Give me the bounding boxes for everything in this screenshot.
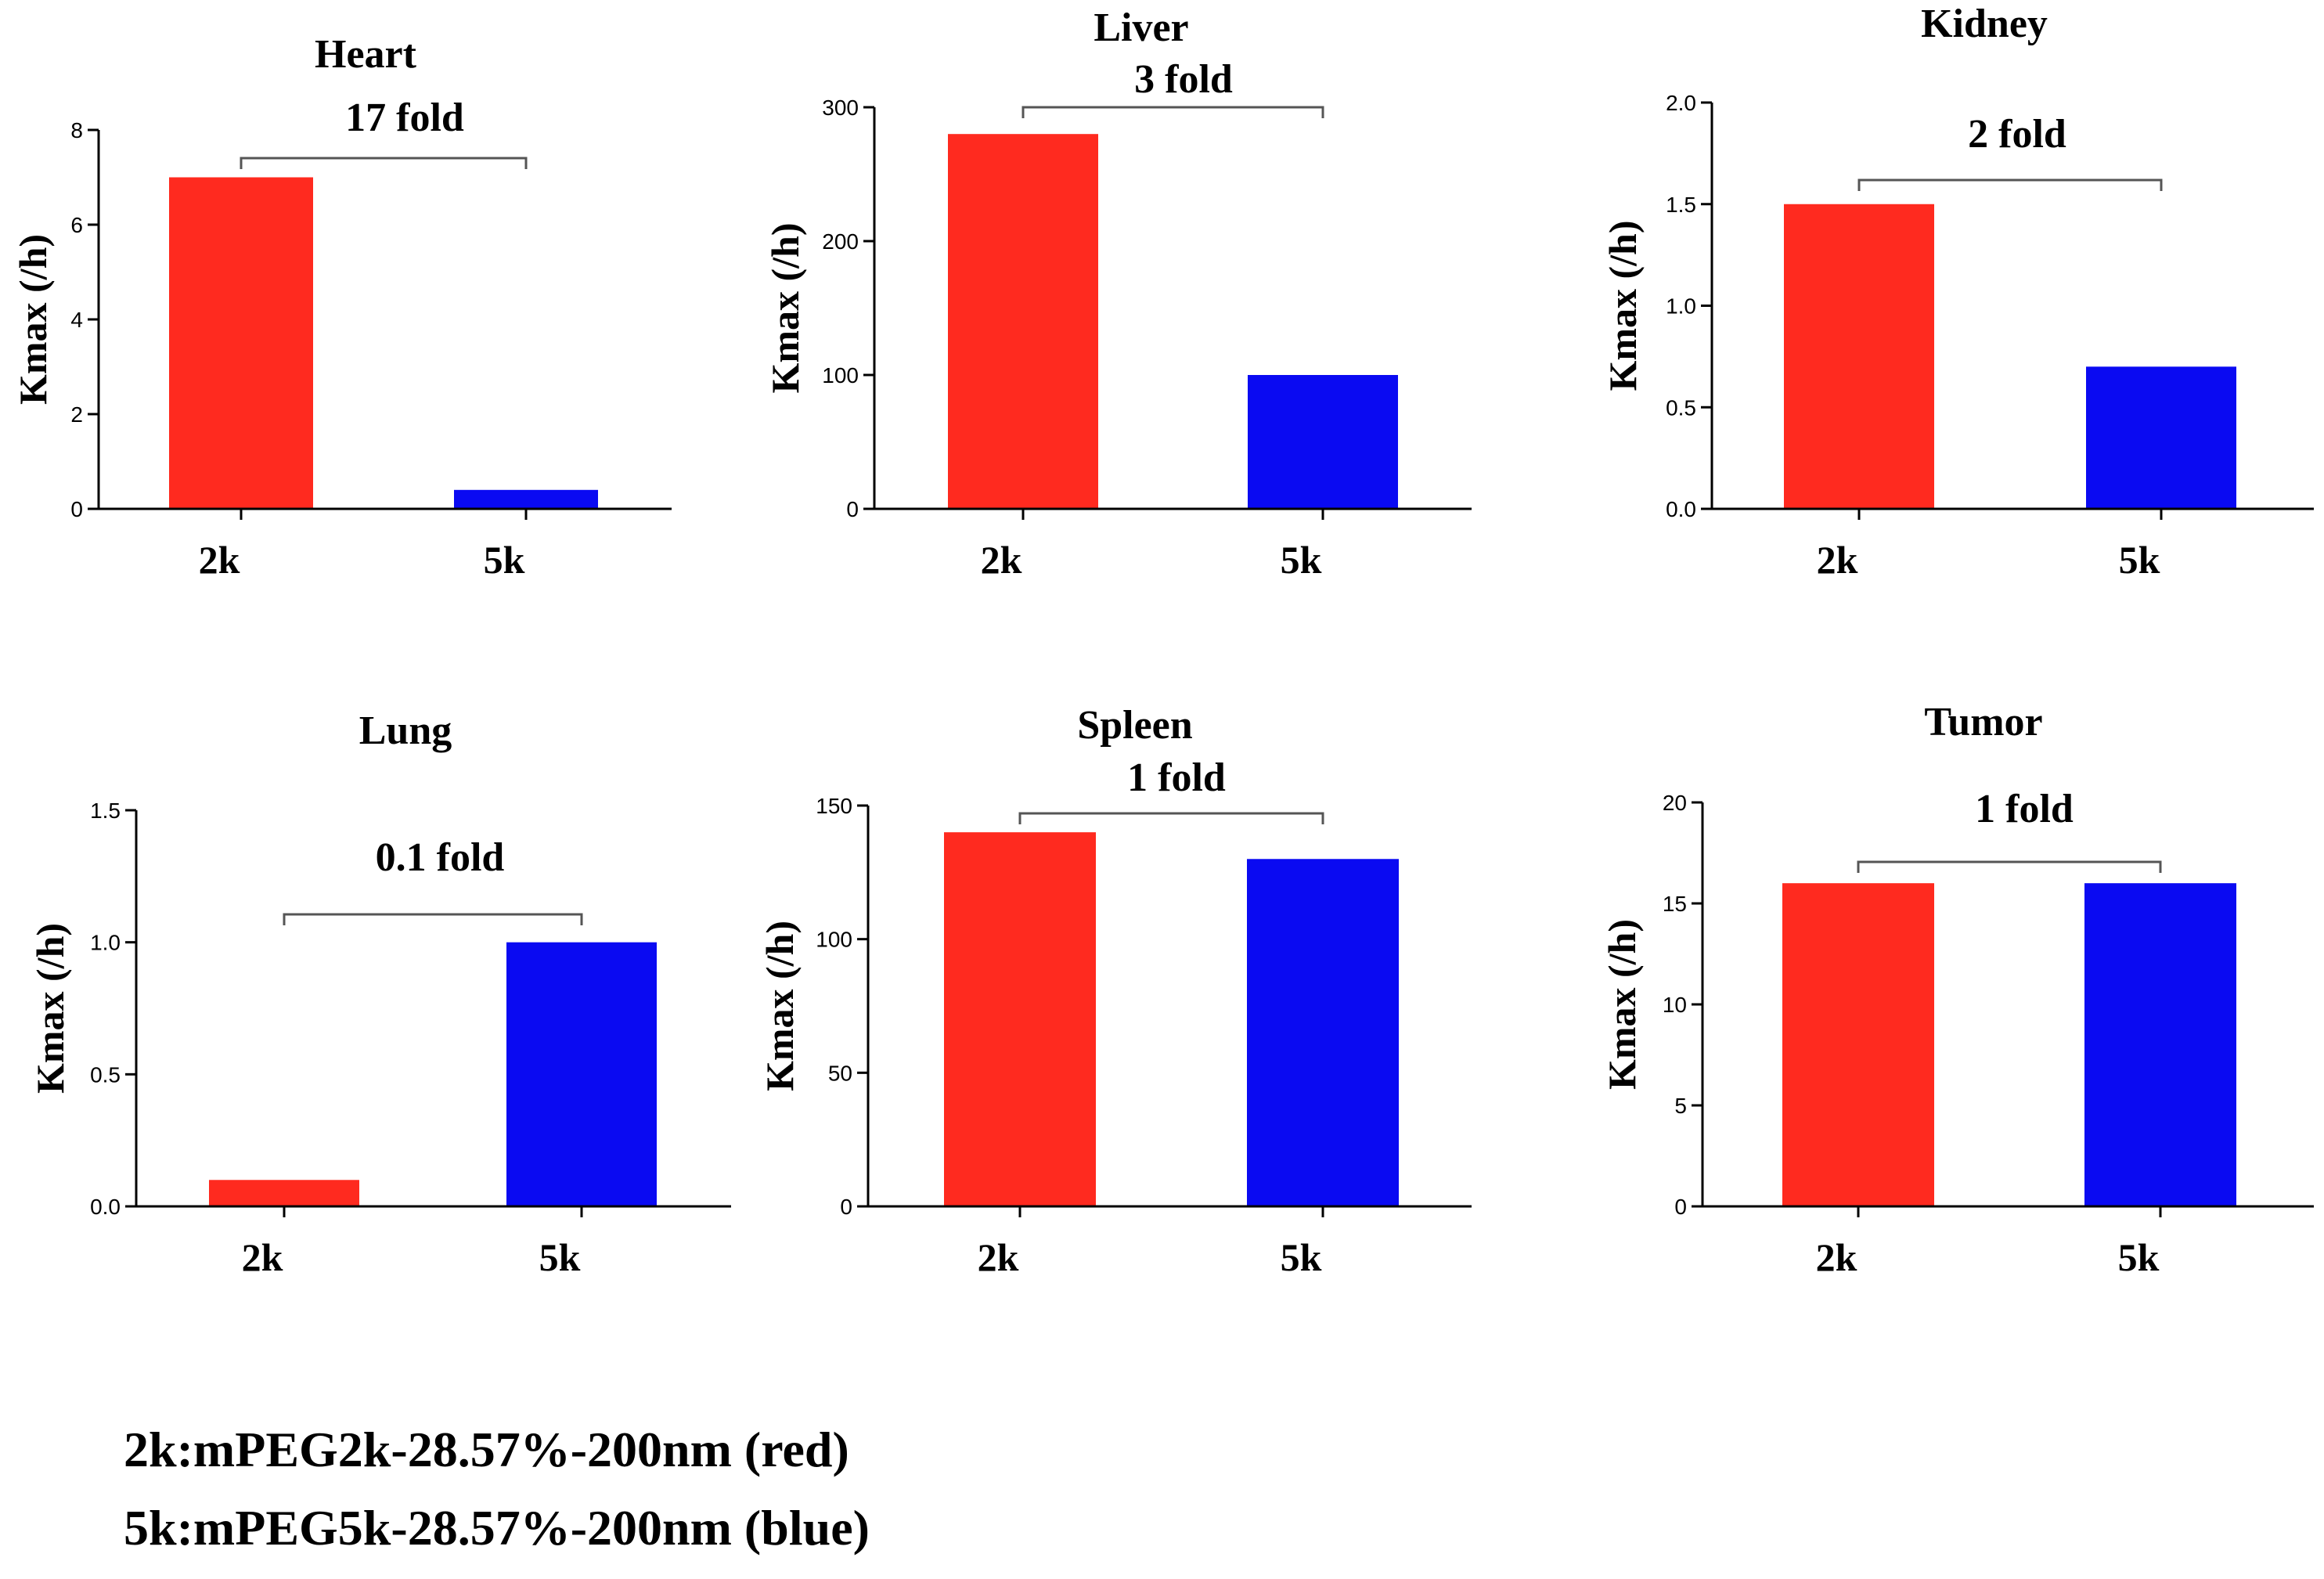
panel-title: Lung: [359, 708, 452, 753]
bar-5k: [1248, 375, 1398, 509]
y-axis-label: Kmax (/h): [1600, 919, 1644, 1090]
fold-annotation: 3 fold: [1134, 57, 1233, 102]
x-tick-label-5k: 5k: [1281, 1235, 1322, 1279]
y-tick-label: 20: [1663, 791, 1687, 815]
panel-title: Heart: [315, 32, 417, 77]
x-tick-label-2k: 2k: [1816, 1235, 1857, 1279]
x-tick-label-5k: 5k: [539, 1235, 581, 1279]
fold-annotation: 2 fold: [1968, 112, 2066, 157]
y-tick-label: 150: [816, 794, 852, 818]
y-axis-label: Kmax (/h): [11, 234, 55, 405]
x-tick-label-5k: 5k: [2119, 538, 2160, 582]
fold-bracket: [283, 913, 583, 925]
y-axis-label: Kmax (/h): [1601, 220, 1645, 391]
legend-line-2k: 2k:mPEG2k-28.57%-200nm (red): [124, 1422, 849, 1477]
panel-title: Liver: [1094, 5, 1188, 50]
bar-2k: [209, 1180, 359, 1206]
x-tick-label-5k: 5k: [1281, 538, 1322, 582]
y-axis-label: Kmax (/h): [763, 222, 807, 393]
x-tick-label-5k: 5k: [2118, 1235, 2160, 1279]
y-tick-label: 2: [70, 402, 83, 427]
y-tick-label: 1.0: [90, 931, 121, 955]
bar-2k: [948, 134, 1098, 509]
y-tick-label: 0: [70, 497, 83, 521]
panel-heart: Heart 0 2 4 6 8 2k 5k Kmax (/h) 17 fold: [11, 32, 672, 582]
y-tick-label: 0.0: [90, 1195, 121, 1219]
y-tick-label: 300: [822, 96, 859, 120]
x-tick-label-2k: 2k: [242, 1235, 283, 1279]
y-tick-label: 10: [1663, 993, 1687, 1017]
y-tick-label: 100: [822, 363, 859, 388]
panel-lung: Lung 0.0 0.5 1.0 1.5 2k 5k Kmax (/h) 0.1 fold: [28, 708, 731, 1279]
fold-bracket: [1018, 812, 1324, 824]
y-tick-label: 8: [70, 118, 83, 142]
bar-2k: [944, 832, 1096, 1206]
y-tick-label: 0.5: [90, 1062, 121, 1087]
x-tick-label-2k: 2k: [199, 538, 240, 582]
y-tick-label: 0: [846, 497, 859, 521]
y-axis-label: Kmax (/h): [28, 923, 72, 1094]
y-tick-label: 5: [1674, 1094, 1687, 1118]
bar-5k: [1247, 859, 1399, 1206]
panel-tumor: Tumor 0 5 10 15 20 2k 5k Kmax (/h) 1 fold: [1600, 700, 2314, 1279]
fold-bracket: [1857, 178, 2163, 191]
y-tick-label: 0.5: [1666, 395, 1696, 420]
bar-5k: [2084, 883, 2236, 1206]
y-tick-label: 200: [822, 229, 859, 254]
fold-annotation: 0.1 fold: [376, 835, 505, 880]
bar-5k: [454, 489, 598, 509]
y-axis-label: Kmax (/h): [758, 921, 802, 1091]
legend-line-5k: 5k:mPEG5k-28.57%-200nm (blue): [124, 1500, 870, 1556]
x-tick-label-2k: 2k: [981, 538, 1022, 582]
x-tick-label-2k: 2k: [1817, 538, 1858, 582]
x-tick-label-2k: 2k: [978, 1235, 1019, 1279]
panel-title: Spleen: [1077, 703, 1192, 748]
fold-annotation: 1 fold: [1127, 755, 1226, 800]
panel-liver: Liver 0 100 200 300 2k 5k Kmax (/h) 3 fold: [763, 5, 1472, 582]
fold-bracket: [1857, 860, 2162, 873]
y-tick-label: 1.5: [90, 799, 121, 823]
bar-5k: [2086, 366, 2236, 509]
bar-2k: [1784, 204, 1934, 509]
y-tick-label: 15: [1663, 892, 1687, 916]
y-tick-label: 100: [816, 928, 852, 952]
bar-5k: [506, 942, 657, 1206]
panel-spleen: Spleen 0 50 100 150 2k 5k Kmax (/h) 1 fold: [758, 703, 1472, 1279]
bar-2k: [169, 177, 313, 509]
panel-kidney: Kidney 0.0 0.5 1.0 1.5 2.0 2k 5k Kmax (/h) 2 fold: [1601, 2, 2314, 582]
y-tick-label: 50: [828, 1061, 852, 1085]
y-tick-label: 1.0: [1666, 294, 1696, 319]
bar-2k: [1782, 883, 1934, 1206]
fold-bracket: [1021, 106, 1324, 118]
y-tick-label: 2.0: [1666, 91, 1696, 115]
y-tick-label: 0: [1674, 1195, 1687, 1219]
y-tick-label: 1.5: [1666, 193, 1696, 217]
x-tick-label-5k: 5k: [484, 538, 525, 582]
fold-annotation: 17 fold: [345, 96, 464, 140]
fold-annotation: 1 fold: [1975, 787, 2074, 831]
panel-title: Tumor: [1924, 700, 2042, 744]
y-tick-label: 6: [70, 213, 83, 237]
panel-title: Kidney: [1921, 2, 2048, 46]
y-tick-label: 0: [840, 1195, 852, 1219]
fold-bracket: [240, 157, 528, 169]
y-tick-label: 0.0: [1666, 497, 1696, 521]
y-tick-label: 4: [70, 308, 83, 332]
